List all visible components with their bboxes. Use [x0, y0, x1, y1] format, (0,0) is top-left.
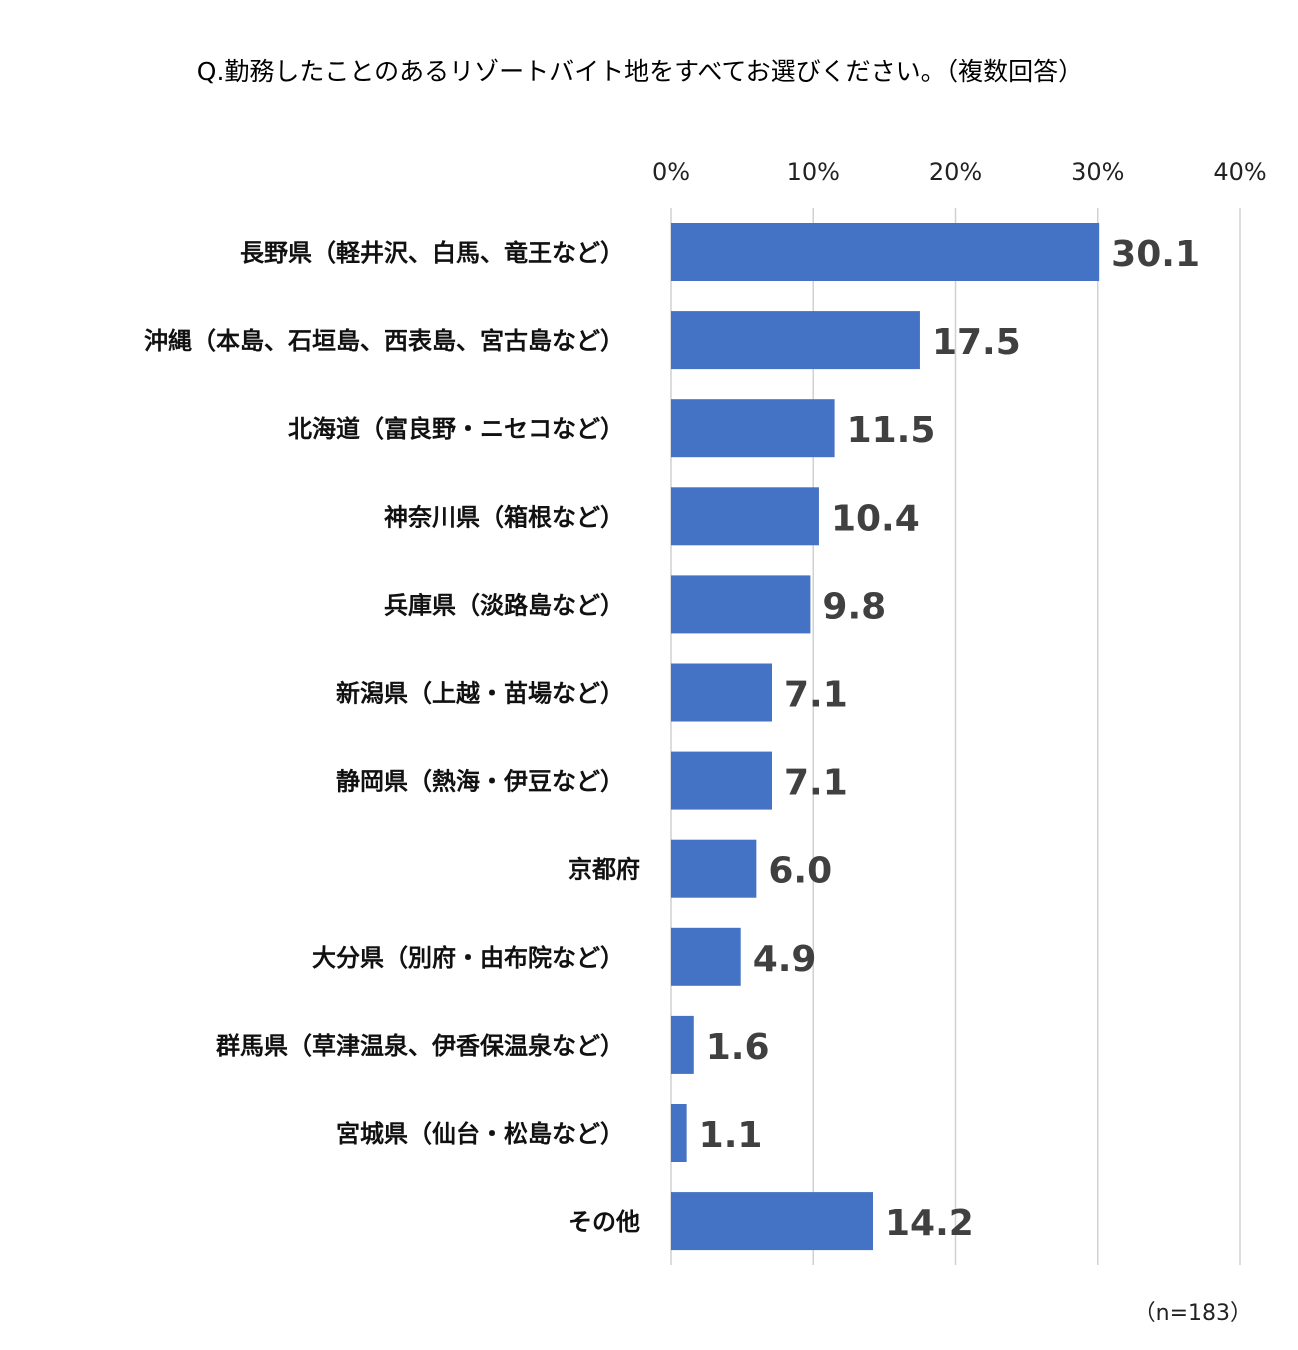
value-label: 1.6: [706, 1027, 770, 1068]
value-label: 7.1: [784, 675, 848, 716]
value-label: 11.5: [847, 410, 936, 451]
bars: [671, 223, 1100, 1251]
value-label: 4.9: [753, 939, 817, 980]
category-label: 大分県（別府・由布院など）: [312, 944, 624, 972]
category-label: その他: [568, 1208, 640, 1236]
value-label: 9.8: [822, 586, 886, 627]
bar: [671, 663, 772, 722]
category-label: 長野県（軽井沢、白馬、竜王など）: [240, 239, 624, 267]
category-label: 兵庫県（淡路島など）: [384, 591, 624, 619]
x-tick-label: 10%: [787, 158, 840, 186]
bar: [671, 311, 920, 370]
bar: [671, 751, 772, 810]
value-label: 10.4: [831, 498, 920, 539]
value-labels: 30.1 17.5 11.5 10.4 9.8 7.1 7.1 6.0 4.9 1.6 1.1 14.…: [699, 234, 1200, 1244]
gridlines: [670, 208, 1241, 1265]
x-tick-label: 30%: [1071, 158, 1124, 186]
bar: [671, 487, 819, 546]
category-label: 北海道（富良野・ニセコなど）: [288, 415, 624, 443]
category-label: 宮城県（仙台・松島など）: [336, 1120, 624, 1148]
category-label: 神奈川県（箱根など）: [384, 503, 624, 531]
value-label: 7.1: [784, 763, 848, 804]
category-label: 京都府: [568, 856, 640, 884]
bar: [671, 399, 835, 458]
category-label: 沖縄（本島、石垣島、西表島、宮古島など）: [144, 327, 624, 355]
category-label: 群馬県（草津温泉、伊香保温泉など）: [216, 1032, 624, 1060]
bar: [671, 839, 757, 898]
bar: [671, 1015, 694, 1074]
bar: [671, 223, 1100, 281]
x-tick-label: 20%: [929, 158, 982, 186]
bar: [671, 1104, 687, 1162]
value-label: 14.2: [885, 1203, 974, 1244]
x-tick-label: 40%: [1213, 158, 1266, 186]
category-labels: 長野県（軽井沢、白馬、竜王など） 沖縄（本島、石垣島、西表島、宮古島など） 北海道（…: [144, 239, 640, 1236]
sample-size-note: （n=183）: [1134, 1301, 1252, 1326]
bar: [671, 927, 741, 986]
bar: [671, 1192, 873, 1251]
category-label: 静岡県（熱海・伊豆など）: [336, 768, 624, 796]
bar: [671, 575, 811, 634]
value-label: 6.0: [768, 851, 832, 892]
chart-title: Q.勤務したことのあるリゾートバイト地をすべてお選びください。（複数回答）: [197, 57, 1083, 86]
category-label: 新潟県（上越・苗場など）: [336, 680, 624, 708]
x-tick-label: 0%: [652, 158, 690, 186]
value-label: 17.5: [932, 322, 1021, 363]
value-label: 30.1: [1111, 234, 1200, 275]
value-label: 1.1: [699, 1115, 763, 1156]
x-axis-ticks: 0% 10% 20% 30% 40%: [652, 158, 1267, 186]
